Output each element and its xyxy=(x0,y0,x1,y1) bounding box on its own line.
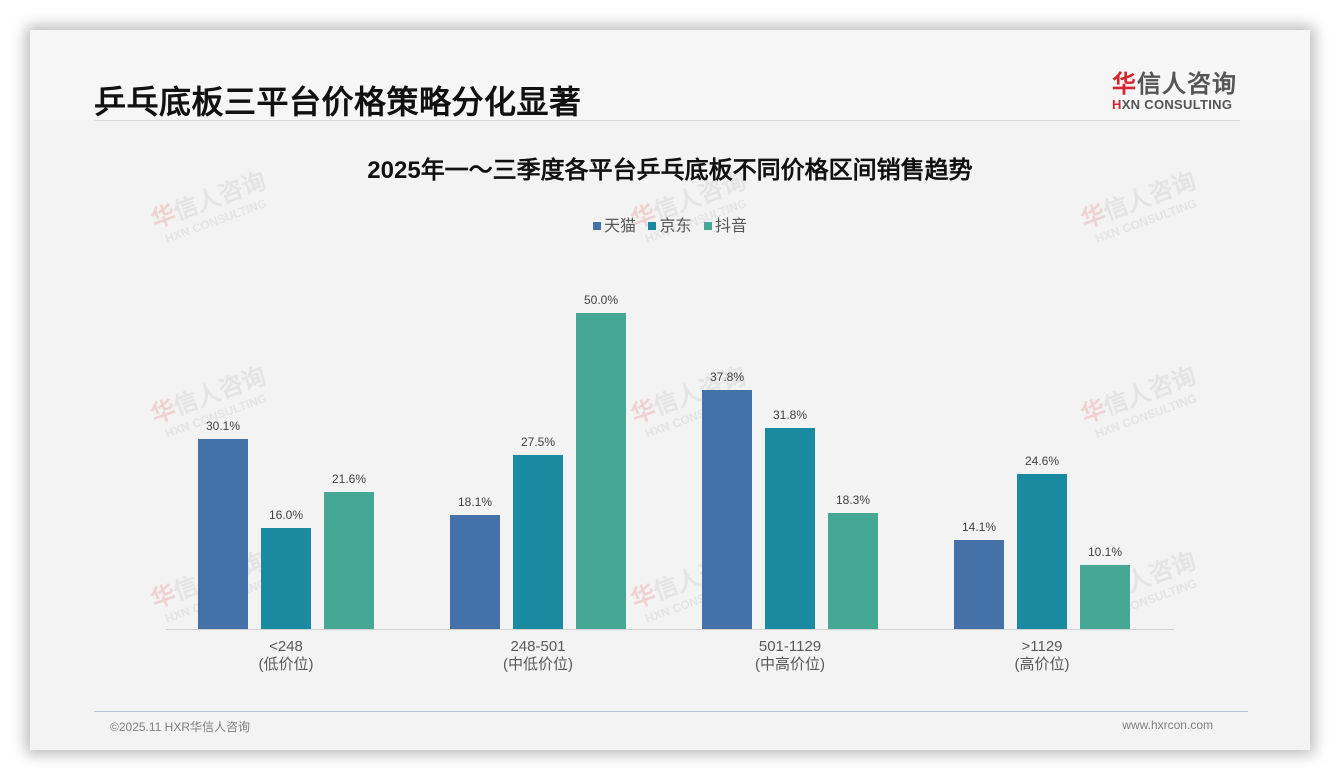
company-logo: 华信人咨询 HXN CONSULTING xyxy=(1112,64,1242,112)
logo-en-red: H xyxy=(1112,97,1122,112)
logo-cn-red: 华 xyxy=(1112,71,1137,98)
bar-douyin xyxy=(828,513,878,629)
logo-en-rest: XN CONSULTING xyxy=(1121,97,1233,112)
logo-cn-rest: 信人咨询 xyxy=(1137,71,1237,98)
bar-jd xyxy=(1017,474,1067,629)
bar-tmall xyxy=(198,439,248,629)
bar-tmall xyxy=(702,390,752,629)
category-tier: (中高价位) xyxy=(755,656,825,673)
data-label: 18.1% xyxy=(457,495,493,509)
category-range: 501-1129 xyxy=(758,638,822,655)
legend-label: 天猫 xyxy=(604,218,637,235)
bar-tmall xyxy=(450,515,500,629)
x-axis-category-label: 248-501 (中低价位) xyxy=(438,638,638,674)
x-axis-line xyxy=(166,629,1174,630)
legend-label: 京东 xyxy=(659,218,692,235)
x-axis-category-label: 501-1129 (中高价位) xyxy=(690,638,890,674)
footer-copyright: ©2025.11 HXR华信人咨询 xyxy=(110,720,250,734)
legend-item-tmall: 天猫 xyxy=(593,212,636,236)
data-label: 18.3% xyxy=(835,493,871,507)
data-label: 50.0% xyxy=(583,293,619,307)
bar-tmall xyxy=(954,540,1004,629)
chart-legend: 天猫 京东 抖音 xyxy=(30,212,1310,236)
bar-chart-plot: 30.1% 16.0% 21.6% <248 (低价位) 18.1% 27.5% 50.0% 2… xyxy=(166,260,1174,673)
legend-item-jd: 京东 xyxy=(648,212,692,236)
header-band xyxy=(30,30,1310,120)
bar-jd xyxy=(513,455,563,629)
bar-douyin xyxy=(1080,565,1130,629)
legend-item-douyin: 抖音 xyxy=(703,212,747,236)
bar-jd xyxy=(765,428,815,629)
header-divider xyxy=(94,120,1240,121)
legend-swatch-icon xyxy=(648,222,657,230)
data-label: 10.1% xyxy=(1087,545,1123,559)
logo-en: HXN CONSULTING xyxy=(1112,97,1242,112)
footer-divider xyxy=(94,711,1248,712)
bar-douyin xyxy=(576,313,626,629)
slide: 乒乓底板三平台价格策略分化显著 华信人咨询 HXN CONSULTING 华信人… xyxy=(30,30,1310,750)
data-label: 31.8% xyxy=(772,408,808,422)
data-label: 30.1% xyxy=(205,419,241,433)
category-tier: (低价位) xyxy=(258,656,314,673)
category-range: >1129 xyxy=(1021,638,1063,655)
data-label: 14.1% xyxy=(961,520,997,534)
bar-douyin xyxy=(324,492,374,629)
footer-website: www.hxrcon.com xyxy=(1122,718,1213,732)
chart-title: 2025年一～三季度各平台乒乓底板不同价格区间销售趋势 xyxy=(367,157,973,184)
page-title: 乒乓底板三平台价格策略分化显著 xyxy=(94,84,582,120)
bar-jd xyxy=(261,528,311,629)
x-axis-category-label: >1129 (高价位) xyxy=(942,638,1142,674)
legend-label: 抖音 xyxy=(714,218,747,235)
legend-swatch-icon xyxy=(593,222,602,230)
data-label: 37.8% xyxy=(709,370,745,384)
logo-cn: 华信人咨询 xyxy=(1112,64,1242,99)
legend-swatch-icon xyxy=(703,222,712,230)
x-axis-category-label: <248 (低价位) xyxy=(186,638,386,674)
data-label: 24.6% xyxy=(1024,454,1060,468)
category-range: 248-501 xyxy=(510,638,566,655)
category-tier: (高价位) xyxy=(1014,656,1070,673)
category-range: <248 xyxy=(269,638,303,655)
category-tier: (中低价位) xyxy=(503,656,573,673)
data-label: 21.6% xyxy=(331,472,367,486)
data-label: 16.0% xyxy=(268,508,304,522)
data-label: 27.5% xyxy=(520,435,556,449)
